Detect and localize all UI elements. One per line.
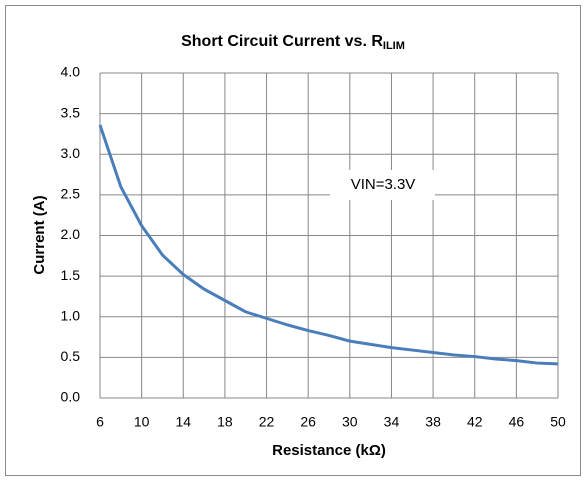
x-axis-label: Resistance (kΩ) (272, 442, 386, 459)
x-tick-label: 22 (259, 414, 275, 430)
x-tick-label: 26 (300, 414, 316, 430)
x-tick-label: 10 (134, 414, 150, 430)
annotation-box (330, 170, 435, 200)
y-tick-label: 2.0 (61, 226, 81, 242)
y-tick-label: 0.5 (61, 348, 81, 364)
y-tick-label: 0.0 (61, 389, 81, 405)
x-tick-label: 30 (342, 414, 358, 430)
x-tick-label: 46 (509, 414, 525, 430)
x-tick-label: 18 (217, 414, 233, 430)
y-tick-label: 3.0 (61, 145, 81, 161)
y-tick-label: 4.0 (61, 64, 81, 80)
x-tick-label: 38 (425, 414, 441, 430)
x-tick-label: 6 (96, 414, 104, 430)
title-subscript: ILIM (383, 40, 405, 52)
data-line (98, 124, 559, 366)
x-tick-label: 50 (550, 414, 566, 430)
chart-title: Short Circuit Current vs. RILIM (181, 33, 405, 52)
x-tick-label: 34 (384, 414, 400, 430)
x-tick-label: 14 (175, 414, 191, 430)
title-main: Short Circuit Current vs. R (181, 33, 383, 50)
chart-border (5, 5, 581, 476)
x-tick-label: 42 (467, 414, 483, 430)
y-tick-label: 3.5 (61, 104, 81, 120)
y-tick-label: 1.0 (61, 307, 81, 323)
y-tick-label: 1.5 (61, 267, 81, 283)
y-axis-label: Current (A) (31, 195, 48, 274)
y-tick-label: 2.5 (61, 186, 81, 202)
annotation: VIN=3.3V (351, 176, 416, 193)
